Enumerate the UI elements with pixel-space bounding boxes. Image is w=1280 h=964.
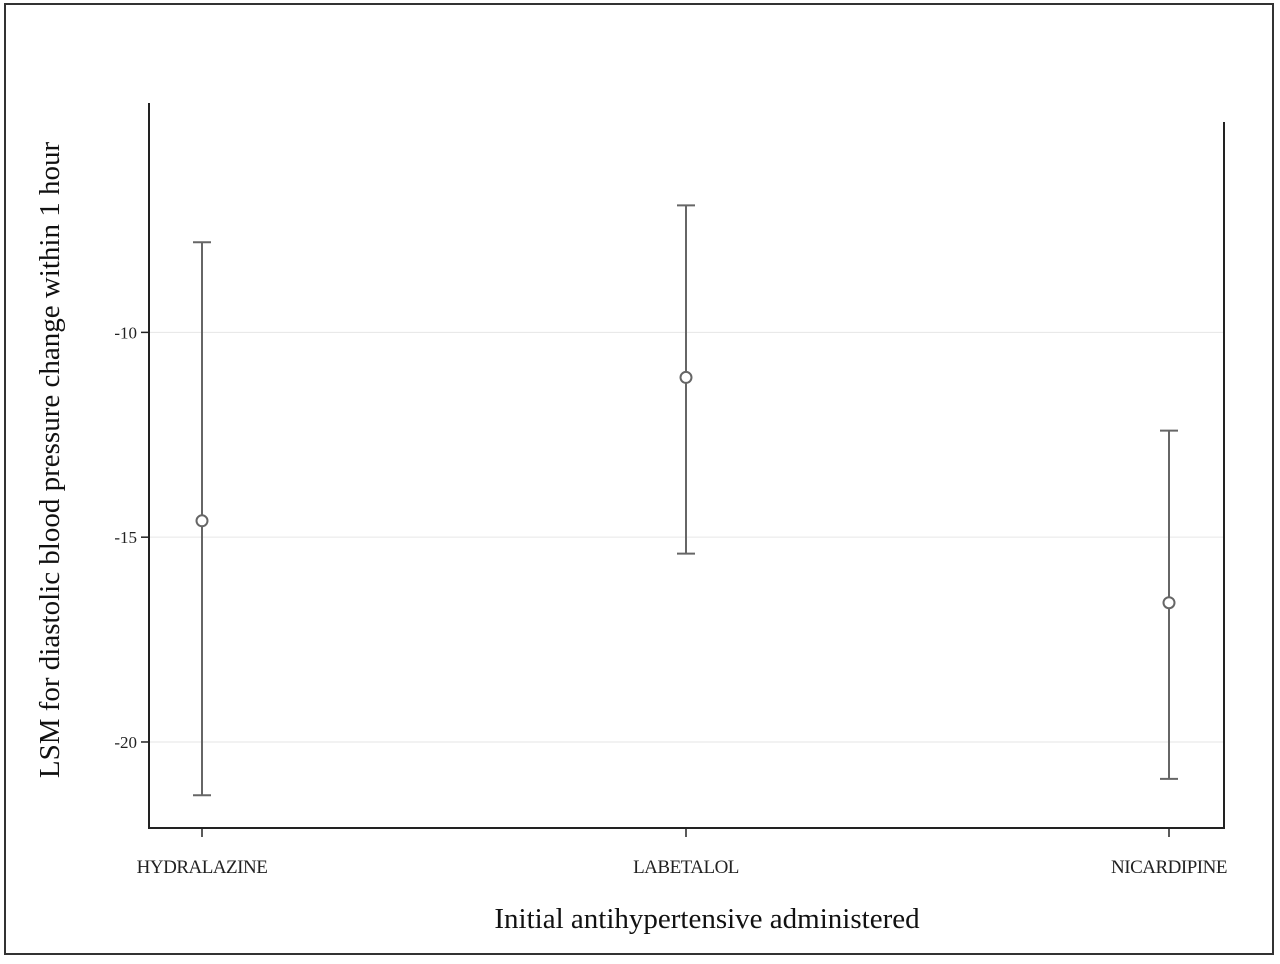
estimate-point [679, 370, 693, 384]
y-tick-label: -20 [114, 733, 137, 752]
x-ticks: HYDRALAZINE LABETALOL NICARDIPINE [137, 828, 1227, 878]
estimate-point [195, 514, 209, 528]
figure-frame [4, 3, 1274, 955]
x-tick-label: NICARDIPINE [1111, 857, 1227, 878]
estimate-point [1162, 596, 1176, 610]
y-ticks: -10 -15 -20 [114, 323, 149, 752]
data-marks [193, 204, 1178, 797]
y-tick-label: -10 [114, 323, 137, 342]
x-tick-label: HYDRALAZINE [137, 857, 268, 878]
y-axis-title: LSM for diastolic blood pressure change … [34, 142, 66, 779]
x-axis-title: Initial antihypertensive administered [494, 903, 920, 935]
x-tick-label: LABETALOL [633, 857, 739, 878]
y-tick-label: -15 [114, 528, 137, 547]
